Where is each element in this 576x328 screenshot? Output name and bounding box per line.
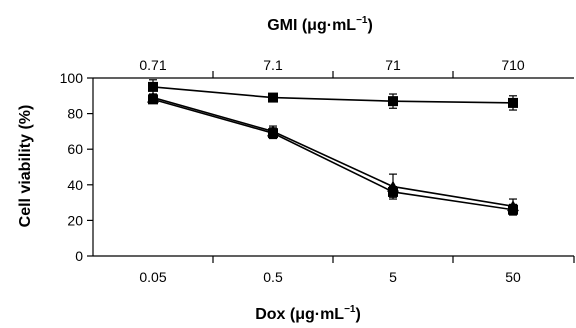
data-point-square <box>508 97 518 108</box>
x-bottom-tick-label: 0.5 <box>263 269 283 285</box>
x-bottom-tick-label: 0.05 <box>139 269 166 285</box>
y-tick-label: 20 <box>67 212 83 228</box>
y-axis-title: Cell viability (%) <box>17 105 34 228</box>
bottom-axis-title: Dox (μg·mL−1) <box>255 304 361 323</box>
x-top-tick-label: 0.71 <box>139 57 166 73</box>
data-point-square <box>148 81 158 92</box>
x-top-tick-label: 71 <box>385 57 401 73</box>
top-axis-title-tail: ) <box>367 17 372 34</box>
series-line <box>152 96 514 207</box>
x-bottom-tick-label: 5 <box>389 269 397 285</box>
series-layer <box>147 79 519 216</box>
data-point-square <box>268 128 278 139</box>
x-top-tick-label: 710 <box>501 57 525 73</box>
ticks-layer <box>87 71 575 263</box>
y-tick-label: 0 <box>75 248 83 264</box>
bottom-axis-title-tail: ) <box>355 306 360 323</box>
data-point-square <box>508 204 518 215</box>
bottom-axis-title-main: Dox (μg·mL <box>255 306 344 323</box>
top-axis-title-sup: −1 <box>356 15 368 26</box>
top-axis-title-main: GMI (μg·mL <box>267 17 356 34</box>
y-tick-label: 60 <box>67 141 83 157</box>
data-point-square <box>388 96 398 107</box>
y-tick-label: 100 <box>60 70 84 86</box>
y-tick-label: 40 <box>67 177 83 193</box>
data-point-square <box>148 94 158 105</box>
x-top-tick-label: 7.1 <box>263 57 283 73</box>
top-axis-title: GMI (μg·mL−1) <box>267 15 373 34</box>
tick-labels-layer: 0 20 40 60 80 100 0.05 0.5 5 50 0.71 7.1 71 710 <box>60 57 525 285</box>
data-point-square <box>268 92 278 103</box>
y-tick-label: 80 <box>67 106 83 122</box>
series-line <box>152 86 514 104</box>
x-bottom-tick-label: 50 <box>505 269 521 285</box>
series-line <box>152 98 514 211</box>
data-point-square <box>388 186 398 197</box>
bottom-axis-title-sup: −1 <box>344 304 356 315</box>
